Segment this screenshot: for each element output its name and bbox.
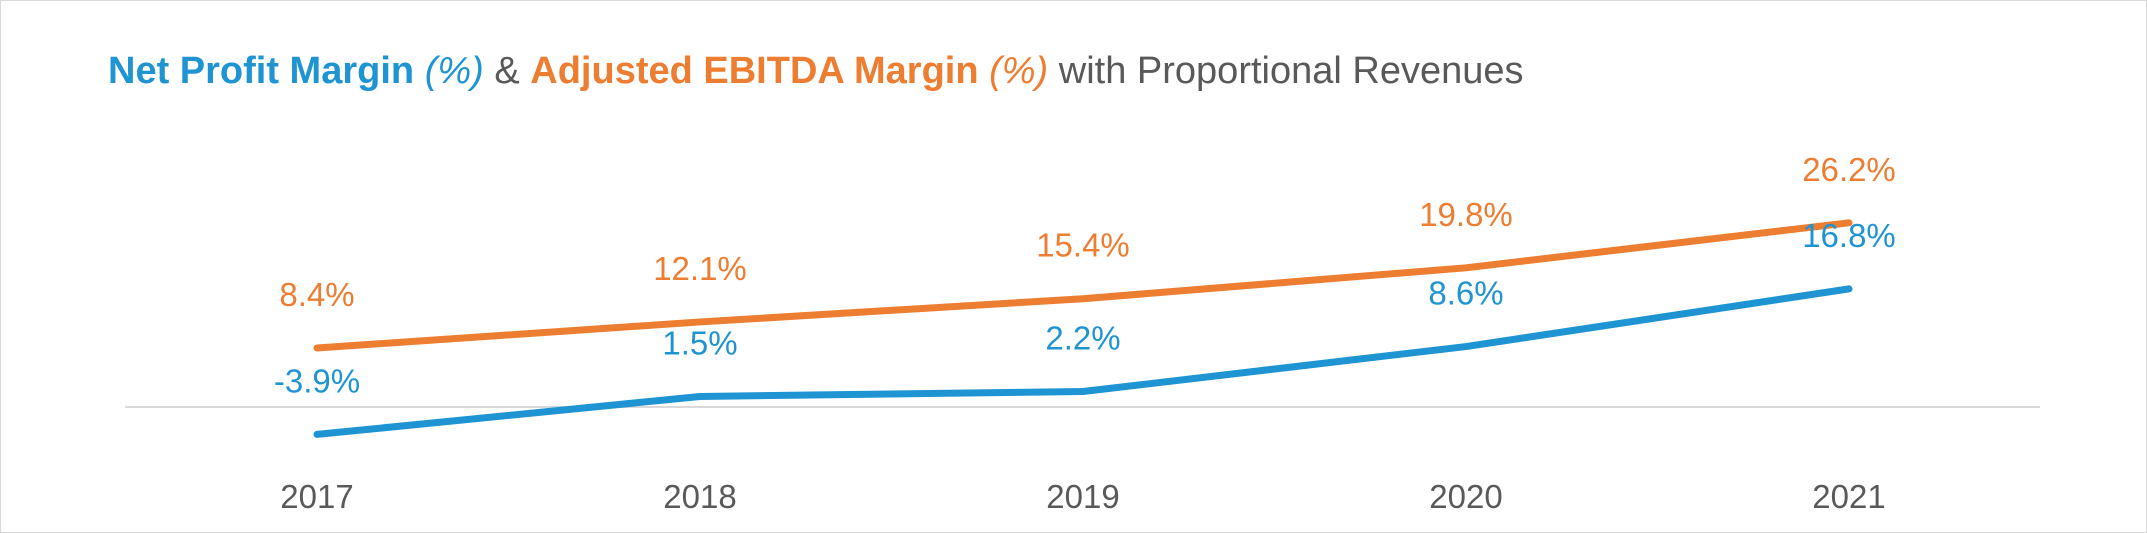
data-label-adjusted-ebitda-margin-2017: 8.4% [279,276,354,313]
data-label-adjusted-ebitda-margin-2020: 19.8% [1419,196,1513,233]
x-tick-2019: 2019 [1046,478,1119,515]
data-label-adjusted-ebitda-margin-2019: 15.4% [1036,227,1130,264]
title-net-profit: Net Profit Margin [108,50,415,92]
x-tick-2020: 2020 [1429,478,1502,515]
x-tick-2017: 2017 [280,478,353,515]
title-suffix: with Proportional Revenues [1058,50,1524,92]
chart-title: Net Profit Margin (%) & Adjusted EBITDA … [108,43,1523,99]
data-label-adjusted-ebitda-margin-2021: 26.2% [1802,151,1896,188]
title-net-profit-unit: (%) [424,50,484,92]
x-axis-ticks: 2017 2018 2019 2020 2021 [280,478,1885,515]
x-tick-2021: 2021 [1812,478,1885,515]
series-line-net-profit-margin [313,285,1853,438]
series-layer [313,219,1853,438]
title-ebitda-unit: (%) [989,50,1049,92]
data-label-net-profit-margin-2019: 2.2% [1045,320,1120,357]
data-label-layer: 8.4% 12.1% 15.4% 19.8% 26.2% -3.9% 1.5% 2.2% 8.6… [274,151,1896,400]
data-label-net-profit-margin-2017: -3.9% [274,362,360,399]
data-label-net-profit-margin-2018: 1.5% [662,324,737,361]
data-label-net-profit-margin-2021: 16.8% [1802,217,1896,254]
x-tick-2018: 2018 [663,478,736,515]
title-ampersand: & [494,50,520,92]
title-ebitda: Adjusted EBITDA Margin [530,50,979,92]
data-label-net-profit-margin-2020: 8.6% [1428,275,1503,312]
data-label-adjusted-ebitda-margin-2018: 12.1% [653,250,747,287]
